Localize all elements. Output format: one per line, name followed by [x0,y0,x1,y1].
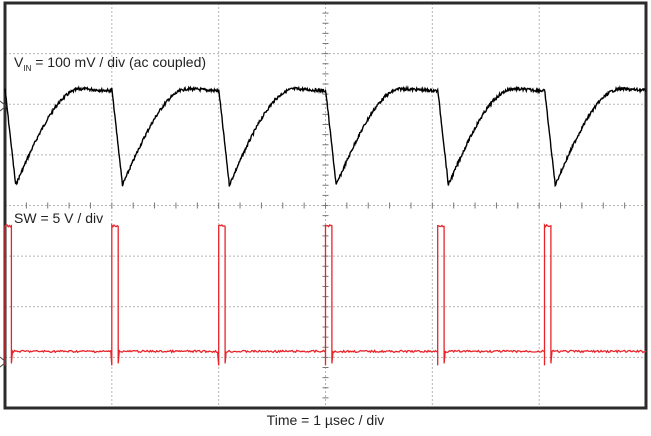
sw-trace [4,223,647,366]
sw-ground-marker [0,356,7,368]
plot-frame [3,1,648,410]
vin-label-prefix: V [14,54,24,70]
vin-label: VIN = 100 mV / div (ac coupled) [14,54,206,73]
vin-label-subscript: IN [23,64,31,73]
vin-label-rest: = 100 mV / div (ac coupled) [31,54,206,70]
vin-trace [4,84,647,188]
sw-label: SW = 5 V / div [14,210,103,226]
x-axis-label: Time = 1 µsec / div [266,412,385,428]
vin-ground-marker [0,100,7,112]
